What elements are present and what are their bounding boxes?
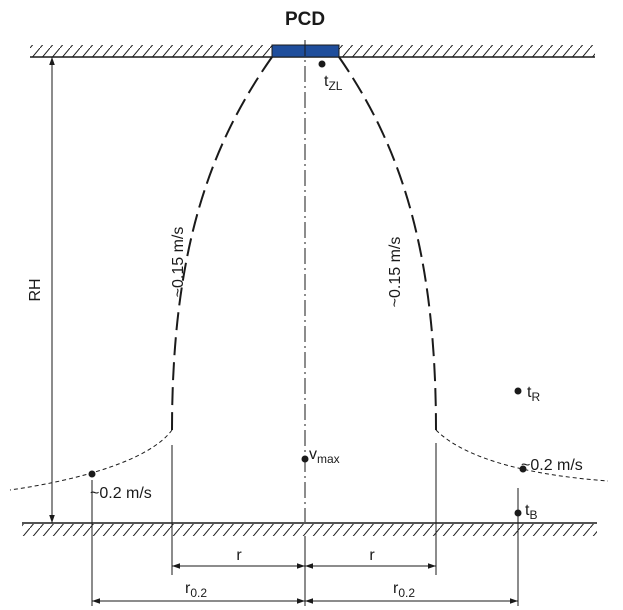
floor bbox=[22, 522, 597, 536]
label-r-right: r bbox=[369, 547, 375, 564]
plume-left-boundary bbox=[171, 56, 273, 431]
spread-right-boundary bbox=[435, 429, 609, 482]
point-floor-right bbox=[519, 465, 527, 473]
rh-label: RH bbox=[27, 278, 44, 301]
point-t-zl bbox=[318, 60, 326, 68]
label-r02-left: r0.2 bbox=[185, 580, 207, 600]
point-floor-left bbox=[88, 470, 96, 478]
label-t-b: tB bbox=[525, 502, 537, 522]
label-r-left: r bbox=[236, 547, 242, 564]
velocity-label-floor-left: ~0.2 m/s bbox=[90, 485, 152, 502]
label-v-max: vmax bbox=[309, 446, 340, 466]
label-t-r: tR bbox=[527, 384, 540, 404]
pcd-title: PCD bbox=[285, 9, 325, 30]
floor-hatch bbox=[22, 524, 597, 536]
point-v-max bbox=[301, 455, 309, 463]
label-t-zl: tZL bbox=[324, 73, 343, 93]
velocity-label-right: ~0.15 m/s bbox=[387, 237, 404, 308]
velocity-label-floor-right: ~0.2 m/s bbox=[521, 457, 583, 474]
plume-right-boundary bbox=[338, 56, 437, 431]
spread-left-boundary bbox=[9, 429, 173, 491]
label-r02-right: r0.2 bbox=[393, 580, 415, 600]
extension-lines bbox=[91, 443, 519, 606]
velocity-label-left: ~0.15 m/s bbox=[170, 227, 187, 298]
point-t-r bbox=[514, 387, 522, 395]
